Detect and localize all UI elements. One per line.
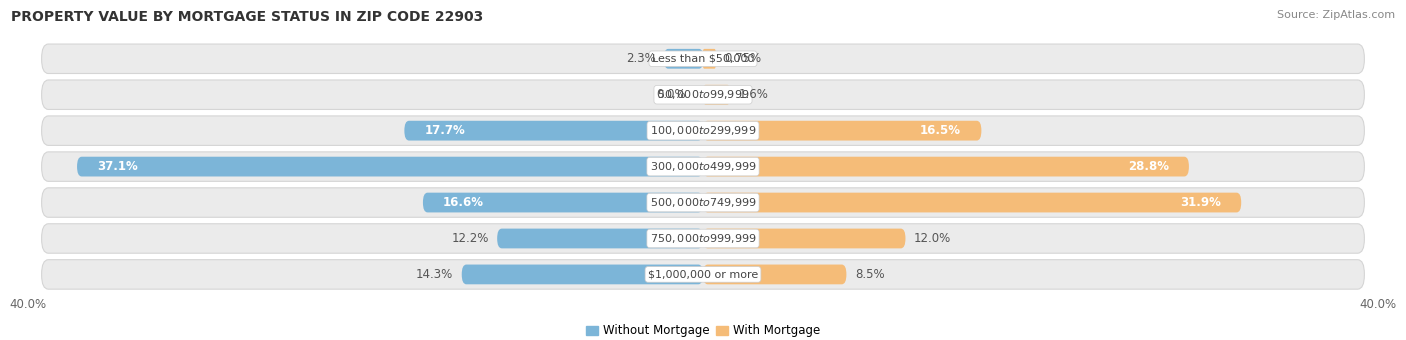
Text: 31.9%: 31.9% (1180, 196, 1220, 209)
Text: 37.1%: 37.1% (97, 160, 138, 173)
FancyBboxPatch shape (461, 265, 703, 284)
Legend: Without Mortgage, With Mortgage: Without Mortgage, With Mortgage (581, 319, 825, 340)
Text: 16.6%: 16.6% (443, 196, 484, 209)
FancyBboxPatch shape (42, 152, 1364, 181)
Text: 0.75%: 0.75% (724, 52, 761, 65)
Text: PROPERTY VALUE BY MORTGAGE STATUS IN ZIP CODE 22903: PROPERTY VALUE BY MORTGAGE STATUS IN ZIP… (11, 10, 484, 24)
Text: 2.3%: 2.3% (626, 52, 655, 65)
Text: Source: ZipAtlas.com: Source: ZipAtlas.com (1277, 10, 1395, 20)
Text: 16.5%: 16.5% (920, 124, 962, 137)
FancyBboxPatch shape (498, 228, 703, 248)
Text: $500,000 to $749,999: $500,000 to $749,999 (650, 196, 756, 209)
FancyBboxPatch shape (42, 116, 1364, 146)
Text: Less than $50,000: Less than $50,000 (652, 54, 754, 64)
Text: 12.0%: 12.0% (914, 232, 950, 245)
FancyBboxPatch shape (405, 121, 703, 140)
FancyBboxPatch shape (703, 121, 981, 140)
FancyBboxPatch shape (703, 157, 1189, 176)
Text: $50,000 to $99,999: $50,000 to $99,999 (657, 88, 749, 101)
Text: 0.0%: 0.0% (657, 88, 686, 101)
Text: 12.2%: 12.2% (451, 232, 489, 245)
Text: 28.8%: 28.8% (1128, 160, 1168, 173)
FancyBboxPatch shape (703, 228, 905, 248)
FancyBboxPatch shape (77, 157, 703, 176)
FancyBboxPatch shape (703, 85, 730, 105)
Text: $300,000 to $499,999: $300,000 to $499,999 (650, 160, 756, 173)
Text: 17.7%: 17.7% (425, 124, 465, 137)
FancyBboxPatch shape (423, 193, 703, 212)
Text: $750,000 to $999,999: $750,000 to $999,999 (650, 232, 756, 245)
Text: 14.3%: 14.3% (416, 268, 453, 281)
Text: $100,000 to $299,999: $100,000 to $299,999 (650, 124, 756, 137)
FancyBboxPatch shape (42, 44, 1364, 73)
FancyBboxPatch shape (42, 188, 1364, 217)
FancyBboxPatch shape (664, 49, 703, 69)
FancyBboxPatch shape (703, 49, 716, 69)
FancyBboxPatch shape (42, 260, 1364, 289)
FancyBboxPatch shape (703, 265, 846, 284)
FancyBboxPatch shape (703, 193, 1241, 212)
Text: 1.6%: 1.6% (738, 88, 768, 101)
FancyBboxPatch shape (42, 80, 1364, 109)
FancyBboxPatch shape (42, 224, 1364, 253)
Text: $1,000,000 or more: $1,000,000 or more (648, 269, 758, 279)
Text: 8.5%: 8.5% (855, 268, 884, 281)
